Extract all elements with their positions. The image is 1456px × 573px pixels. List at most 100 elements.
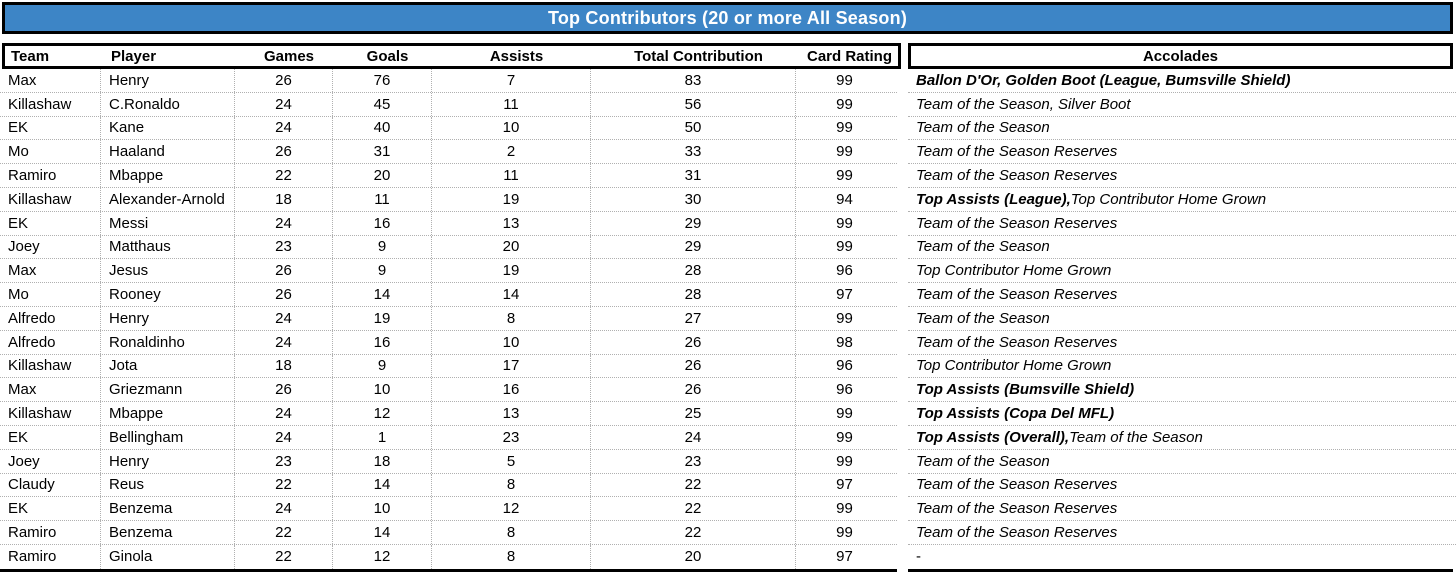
main-table-bottom-border [0, 569, 897, 572]
cell-games: 26 [235, 378, 333, 402]
accolade-text: Team of the Season Reserves [916, 333, 1118, 351]
cell-rating: 94 [836, 190, 853, 208]
cell-player: Rooney [101, 283, 235, 306]
cell-player: Mbappe [101, 164, 235, 187]
cell-rating: 99 [836, 143, 853, 161]
accolade-text: Team of the Season, Silver Boot [916, 95, 1131, 113]
cell-team: Max [0, 69, 101, 92]
cell-player: Henry [101, 306, 235, 330]
accolade-row: - [908, 545, 1456, 569]
accolade-row: Team of the Season [908, 450, 1456, 474]
cell-total: 26 [591, 378, 796, 402]
col-header-assists: Assists [489, 47, 544, 65]
cell-total: 56 [591, 92, 796, 116]
cell-total: 30 [591, 187, 796, 211]
accolade-row: Top Assists (Bumsville Shield) [908, 378, 1456, 403]
table-row: Joey Henry 23 18 5 23 99 [0, 449, 897, 474]
cell-assists: 16 [432, 378, 591, 402]
table-row: Mo Haaland 26 31 2 33 99 [0, 140, 897, 165]
col-header-games: Games [263, 47, 315, 65]
cell-games: 23 [235, 235, 333, 259]
cell-assists: 11 [432, 92, 591, 116]
cell-player: Matthaus [101, 235, 235, 259]
cell-rating: 98 [836, 333, 853, 351]
cell-goals: 1 [333, 425, 432, 449]
cell-team: Ramiro [0, 164, 101, 187]
cell-goals: 16 [333, 211, 432, 235]
cell-goals: 14 [333, 283, 432, 306]
cell-player: Ginola [101, 544, 235, 569]
cell-assists: 13 [432, 402, 591, 425]
cell-games: 22 [235, 544, 333, 569]
cell-total: 26 [591, 330, 796, 354]
cell-player: Alexander-Arnold [101, 187, 235, 211]
cell-goals: 76 [333, 69, 432, 92]
cell-team: Joey [0, 449, 101, 473]
table-row: Max Jesus 26 9 19 28 96 [0, 259, 897, 284]
cell-team: Killashaw [0, 187, 101, 211]
cell-rating: 99 [836, 71, 853, 89]
accolade-row: Ballon D'Or, Golden Boot (League, Bumsvi… [908, 69, 1456, 93]
cell-goals: 18 [333, 449, 432, 473]
table-header-row: Team Player Games Goals Assists Total Co… [2, 43, 901, 69]
cell-assists: 8 [432, 306, 591, 330]
cell-player: Kane [101, 116, 235, 140]
cell-rating: 99 [836, 428, 853, 446]
cell-assists: 10 [432, 116, 591, 140]
accolade-text: Top Assists (Copa Del MFL) [916, 405, 1115, 423]
cell-games: 24 [235, 116, 333, 140]
cell-goals: 9 [333, 235, 432, 259]
cell-games: 24 [235, 497, 333, 521]
cell-assists: 7 [432, 69, 591, 92]
table-row: Joey Matthaus 23 9 20 29 99 [0, 235, 897, 260]
cell-goals: 11 [333, 187, 432, 211]
table-row: Killashaw Mbappe 24 12 13 25 99 [0, 402, 897, 426]
cell-player: Messi [101, 211, 235, 235]
cell-total: 26 [591, 354, 796, 378]
col-header-team: Team [11, 47, 50, 65]
cell-games: 24 [235, 425, 333, 449]
cell-goals: 14 [333, 521, 432, 544]
accolades-header-box: Accolades [908, 43, 1453, 69]
table-row: Ramiro Mbappe 22 20 11 31 99 [0, 164, 897, 188]
accolade-text: Ballon D'Or, Golden Boot (League, Bumsvi… [916, 71, 1291, 89]
cell-player: Jesus [101, 259, 235, 283]
cell-team: Mo [0, 140, 101, 164]
cell-rating: 99 [836, 405, 853, 423]
cell-team: Killashaw [0, 92, 101, 116]
cell-total: 33 [591, 140, 796, 164]
cell-goals: 20 [333, 164, 432, 187]
cell-team: Killashaw [0, 354, 101, 378]
accolade-text: Team of the Season Reserves [916, 214, 1118, 232]
cell-team: Max [0, 259, 101, 283]
cell-goals: 9 [333, 259, 432, 283]
cell-player: Mbappe [101, 402, 235, 425]
cell-total: 31 [591, 164, 796, 187]
accolade-text: Top Contributor Home Grown [916, 357, 1112, 375]
cell-total: 24 [591, 425, 796, 449]
cell-games: 22 [235, 164, 333, 187]
accolade-text: Top Contributor Home Grown [1070, 190, 1267, 208]
col-header-player: Player [111, 47, 157, 65]
table-row: Mo Rooney 26 14 14 28 97 [0, 283, 897, 307]
cell-games: 26 [235, 140, 333, 164]
cell-rating: 99 [836, 524, 853, 542]
cell-team: Claudy [0, 473, 101, 497]
cell-assists: 13 [432, 211, 591, 235]
cell-rating: 99 [836, 238, 853, 256]
table-row: Max Griezmann 26 10 16 26 96 [0, 378, 897, 403]
accolade-text: Team of the Season Reserves [916, 476, 1118, 494]
cell-player: Griezmann [101, 378, 235, 402]
cell-player: Benzema [101, 497, 235, 521]
cell-rating: 99 [836, 214, 853, 232]
cell-assists: 8 [432, 473, 591, 497]
cell-rating: 96 [836, 262, 853, 280]
cell-player: Haaland [101, 140, 235, 164]
cell-goals: 12 [333, 544, 432, 569]
accolade-text: Team of the Season [1069, 428, 1203, 446]
table-row: EK Messi 24 16 13 29 99 [0, 211, 897, 236]
accolade-row: Team of the Season [908, 307, 1456, 331]
cell-rating: 97 [836, 548, 853, 566]
cell-assists: 11 [432, 164, 591, 187]
cell-goals: 16 [333, 330, 432, 354]
